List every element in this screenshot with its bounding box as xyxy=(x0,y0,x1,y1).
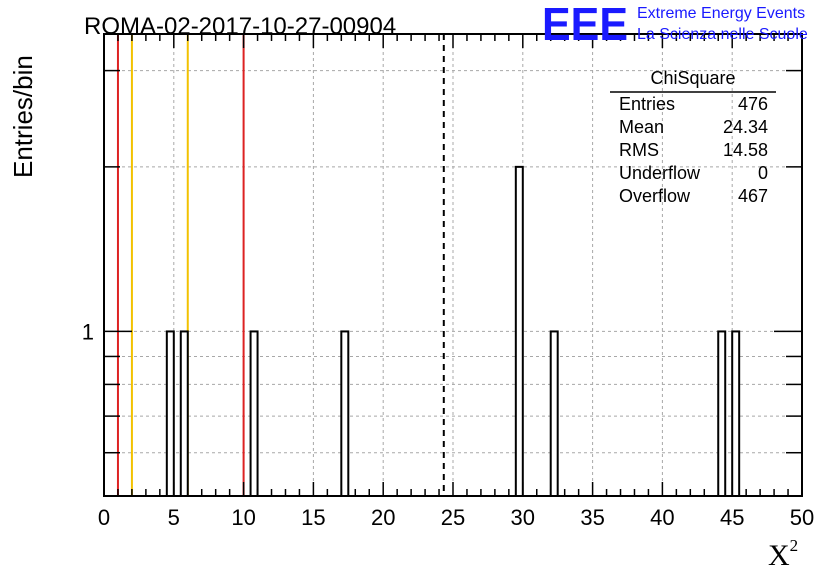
x-tick-label: 40 xyxy=(650,505,674,530)
stats-row-label: Underflow xyxy=(619,163,701,183)
stats-row-value: 467 xyxy=(738,186,768,206)
x-axis-label: X2 xyxy=(768,536,798,572)
histogram-bar xyxy=(717,330,727,497)
logo-mark: EEE xyxy=(542,0,628,50)
stats-row-label: RMS xyxy=(619,140,659,160)
x-tick-label: 45 xyxy=(720,505,744,530)
y-tick-labels: 1 xyxy=(82,319,94,344)
stats-row-value: 0 xyxy=(758,163,768,183)
histogram-bar xyxy=(340,330,350,497)
x-tick-label: 35 xyxy=(580,505,604,530)
stats-row-label: Overflow xyxy=(619,186,691,206)
histogram-bar xyxy=(731,330,741,497)
histogram-bar xyxy=(514,165,524,497)
stats-row-value: 24.34 xyxy=(723,117,768,137)
x-tick-label: 25 xyxy=(441,505,465,530)
axis-ticks xyxy=(103,34,803,496)
stats-box: ChiSquare Entries 476 Mean 24.34 RMS 14.58 Und… xyxy=(610,68,776,206)
stats-row-label: Mean xyxy=(619,117,664,137)
y-axis-label: Entries/bin xyxy=(8,55,38,178)
x-tick-label: 50 xyxy=(790,505,814,530)
histogram-bar xyxy=(179,330,189,497)
x-tick-labels: 0 5 10 15 20 25 30 35 40 45 50 xyxy=(98,505,814,530)
x-tick-label: 30 xyxy=(511,505,535,530)
x-tick-label: 0 xyxy=(98,505,110,530)
x-axis-label-base: X xyxy=(768,539,790,572)
stats-row-value: 14.58 xyxy=(723,140,768,160)
chart-title: ROMA-02-2017-10-27-00904 xyxy=(84,13,396,40)
stats-title: ChiSquare xyxy=(650,68,735,88)
logo-line-1: Extreme Energy Events xyxy=(637,5,805,22)
stats-row-value: 476 xyxy=(738,94,768,114)
y-tick-label: 1 xyxy=(82,319,94,344)
x-tick-label: 10 xyxy=(231,505,255,530)
x-axis-label-superscript: 2 xyxy=(790,536,799,555)
logo-line-2: La Scienza nelle Scuole xyxy=(637,26,808,43)
x-tick-label: 15 xyxy=(301,505,325,530)
stats-row-label: Entries xyxy=(619,94,675,114)
grid-lines xyxy=(104,34,802,496)
histogram-bar xyxy=(165,330,175,497)
eee-logo: EEE Extreme Energy Events La Scienza nel… xyxy=(542,0,808,50)
histogram-bar xyxy=(249,330,259,497)
stats-rows: Entries 476 Mean 24.34 RMS 14.58 Underflow 0 Ove… xyxy=(619,94,768,206)
x-tick-label: 20 xyxy=(371,505,395,530)
x-tick-label: 5 xyxy=(168,505,180,530)
histogram-bar xyxy=(549,330,559,497)
